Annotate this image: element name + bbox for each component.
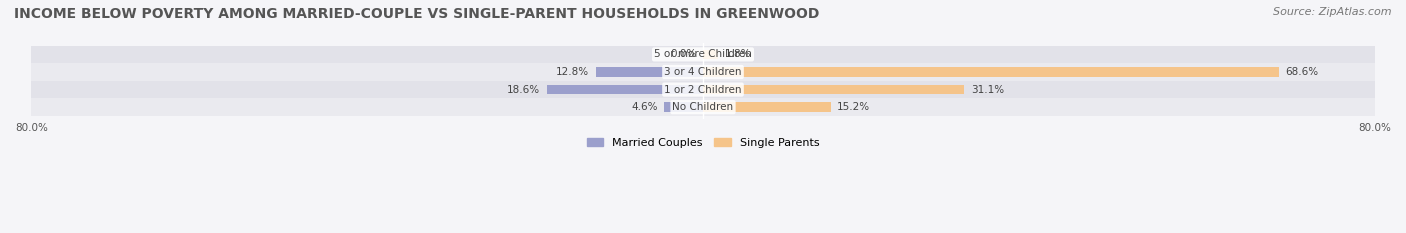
Text: 1.8%: 1.8% <box>725 49 751 59</box>
Text: 4.6%: 4.6% <box>631 102 658 112</box>
Bar <box>703 67 1279 77</box>
Bar <box>31 98 1375 116</box>
Text: 0.0%: 0.0% <box>671 49 696 59</box>
Bar <box>596 67 703 77</box>
Text: INCOME BELOW POVERTY AMONG MARRIED-COUPLE VS SINGLE-PARENT HOUSEHOLDS IN GREENWO: INCOME BELOW POVERTY AMONG MARRIED-COUPL… <box>14 7 820 21</box>
Legend: Married Couples, Single Parents: Married Couples, Single Parents <box>582 134 824 152</box>
Text: No Children: No Children <box>672 102 734 112</box>
Text: Source: ZipAtlas.com: Source: ZipAtlas.com <box>1274 7 1392 17</box>
Text: 12.8%: 12.8% <box>555 67 589 77</box>
Bar <box>31 63 1375 81</box>
Bar <box>31 81 1375 98</box>
Bar <box>31 46 1375 63</box>
Bar <box>547 85 703 94</box>
Text: 3 or 4 Children: 3 or 4 Children <box>664 67 742 77</box>
Text: 68.6%: 68.6% <box>1285 67 1319 77</box>
Text: 1 or 2 Children: 1 or 2 Children <box>664 85 742 95</box>
Bar <box>703 102 831 112</box>
Text: 5 or more Children: 5 or more Children <box>654 49 752 59</box>
Text: 15.2%: 15.2% <box>838 102 870 112</box>
Bar <box>703 85 965 94</box>
Bar <box>665 102 703 112</box>
Text: 18.6%: 18.6% <box>508 85 540 95</box>
Text: 31.1%: 31.1% <box>970 85 1004 95</box>
Bar <box>703 50 718 59</box>
